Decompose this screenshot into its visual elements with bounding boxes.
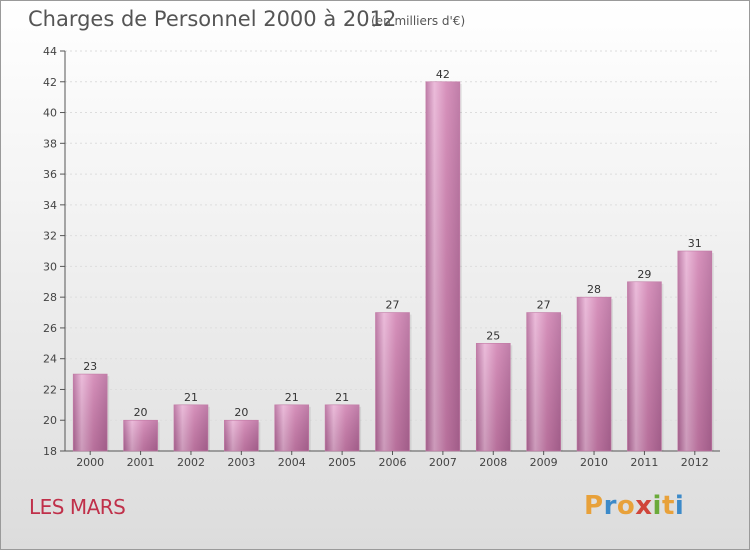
x-tick-label: 2012 — [681, 456, 709, 469]
commune-name: LES MARS — [29, 495, 126, 519]
x-tick-label: 2005 — [328, 456, 356, 469]
bar-value-label: 20 — [134, 406, 148, 419]
bar-value-label: 21 — [285, 391, 299, 404]
bar-value-label: 25 — [486, 329, 500, 342]
bar-overlay — [173, 404, 209, 452]
y-tick-label: 24 — [43, 353, 57, 366]
y-tick-label: 42 — [43, 76, 57, 89]
logo-letter: o — [616, 491, 636, 521]
bar-value-label: 29 — [637, 268, 651, 281]
x-tick-label: 2006 — [379, 456, 407, 469]
bar-value-label: 21 — [184, 391, 198, 404]
logo-letter: i — [652, 491, 662, 521]
y-tick-label: 22 — [43, 383, 57, 396]
bar-overlay — [677, 250, 713, 452]
bar-overlay — [123, 419, 158, 452]
y-tick-label: 28 — [43, 291, 57, 304]
x-tick-label: 2002 — [177, 456, 205, 469]
bar-overlay — [324, 404, 360, 452]
bar-value-label: 31 — [688, 237, 702, 250]
x-tick-label: 2007 — [429, 456, 457, 469]
bar-overlay — [224, 419, 259, 452]
bar-value-label: 23 — [83, 360, 97, 373]
y-tick-label: 44 — [43, 45, 57, 58]
bar-overlay — [72, 373, 108, 452]
y-tick-label: 30 — [43, 260, 57, 273]
x-tick-label: 2011 — [630, 456, 658, 469]
bar-overlay — [627, 281, 662, 452]
bar-overlay — [475, 343, 511, 452]
bar-value-label: 42 — [436, 68, 450, 81]
bar-value-label: 28 — [587, 283, 601, 296]
y-tick-label: 32 — [43, 230, 57, 243]
chart-title: Charges de Personnel 2000 à 2012 — [28, 7, 397, 31]
bar-overlay — [274, 404, 310, 452]
bar-overlay — [576, 296, 612, 452]
x-tick-label: 2010 — [580, 456, 608, 469]
bar-overlay — [425, 81, 461, 452]
logo-letter: r — [603, 491, 617, 521]
y-tick-label: 40 — [43, 107, 57, 120]
x-tick-label: 2004 — [278, 456, 306, 469]
logo-letter: x — [635, 491, 653, 521]
y-tick-label: 36 — [43, 168, 57, 181]
x-tick-label: 2000 — [76, 456, 104, 469]
bar-overlay — [375, 312, 410, 452]
y-tick-label: 18 — [43, 445, 57, 458]
y-tick-label: 20 — [43, 414, 57, 427]
logo-letter: P — [584, 491, 604, 521]
x-tick-label: 2008 — [479, 456, 507, 469]
bar-overlay — [526, 312, 561, 452]
y-tick-label: 38 — [43, 137, 57, 150]
x-tick-label: 2009 — [530, 456, 558, 469]
y-tick-label: 26 — [43, 322, 57, 335]
bar-value-label: 20 — [234, 406, 248, 419]
bar-value-label: 27 — [537, 299, 551, 312]
x-tick-label: 2001 — [127, 456, 155, 469]
bar-value-label: 21 — [335, 391, 349, 404]
logo-letter: i — [674, 491, 685, 521]
proxiti-logo: Proxiti — [584, 491, 684, 521]
x-tick-label: 2003 — [227, 456, 255, 469]
y-tick-label: 34 — [43, 199, 57, 212]
logo-letter: t — [661, 491, 675, 521]
chart-unit: (en milliers d'€) — [371, 14, 466, 28]
bar-value-label: 27 — [386, 299, 400, 312]
